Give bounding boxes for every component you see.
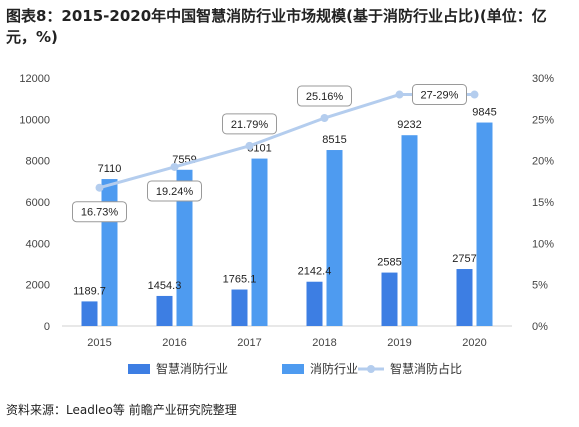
line-label-box <box>297 85 352 107</box>
line-label: 16.73% <box>81 207 119 219</box>
legend-swatch-share-point <box>367 365 375 373</box>
y-right-tick-label: 10% <box>532 238 554 250</box>
legend-label: 智慧消防行业 <box>156 361 228 376</box>
y-right-tick-label: 30% <box>532 73 554 85</box>
line-point <box>95 183 104 192</box>
line-point <box>170 162 179 171</box>
bar-smart-fire <box>456 269 473 326</box>
y-left-tick-label: 6000 <box>26 197 50 209</box>
legend-label: 消防行业 <box>310 361 358 376</box>
x-tick-label: 2016 <box>162 337 186 349</box>
bar-smart-fire <box>231 289 248 326</box>
line-label-box <box>147 180 202 202</box>
bar-fire-industry <box>251 158 268 326</box>
bar-fire-industry <box>476 122 493 326</box>
legend-label: 智慧消防占比 <box>390 361 462 376</box>
line-point <box>320 114 329 123</box>
bar-fire-industry <box>401 135 418 326</box>
y-right-tick-label: 0% <box>532 321 548 333</box>
line-label: 19.24% <box>156 186 194 198</box>
bar-smart-fire-label: 2585 <box>377 257 401 269</box>
line-point <box>395 90 404 99</box>
line-smart-fire-share <box>99 93 475 190</box>
y-right-tick-label: 5% <box>532 280 548 292</box>
chart-title: 图表8：2015-2020年中国智慧消防行业市场规模(基于消防行业占比)(单位：… <box>6 7 547 46</box>
line-label-box <box>222 113 277 135</box>
x-tick-label: 2015 <box>87 337 111 349</box>
line-label: 25.16% <box>306 91 344 103</box>
bar-fire-industry <box>176 169 193 326</box>
bar-smart-fire-label: 2142.4 <box>298 266 332 278</box>
x-tick-label: 2018 <box>312 337 336 349</box>
x-tick-label: 2020 <box>462 337 486 349</box>
y-left-tick-label: 2000 <box>26 280 50 292</box>
bar-smart-fire <box>306 281 323 326</box>
bar-smart-fire <box>381 272 398 326</box>
y-right-tick-label: 15% <box>532 197 554 209</box>
y-left-tick-label: 0 <box>44 321 50 333</box>
line-label-box <box>72 201 127 223</box>
y-left-tick-label: 12000 <box>19 73 50 85</box>
line-point <box>245 141 254 150</box>
bar-fire-industry <box>101 179 118 326</box>
line-label: 21.79% <box>231 119 269 131</box>
y-left-tick-label: 10000 <box>19 114 50 126</box>
bar-smart-fire-label: 2757 <box>452 253 476 265</box>
line-point <box>470 90 479 99</box>
line-label: 27-29% <box>421 90 459 102</box>
x-tick-label: 2017 <box>237 337 261 349</box>
bar-fire-industry-label: 7110 <box>98 163 122 175</box>
bar-smart-fire-label: 1189.7 <box>73 285 106 297</box>
y-left-tick-label: 8000 <box>26 156 50 168</box>
legend-swatch-fire-industry <box>282 364 304 374</box>
source-note: 资料来源：Leadleo等 前瞻产业研究院整理 <box>6 403 237 417</box>
y-right-tick-label: 20% <box>532 156 554 168</box>
legend-swatch-smart-fire <box>128 364 150 374</box>
bar-fire-industry <box>326 150 343 326</box>
bar-smart-fire-label: 1765.1 <box>223 274 257 286</box>
line-label-box <box>412 84 467 106</box>
bar-smart-fire-label: 1454.3 <box>148 280 182 292</box>
y-left-tick-label: 4000 <box>26 238 50 250</box>
bar-fire-industry-label: 9232 <box>397 119 421 131</box>
y-right-tick-label: 25% <box>532 114 554 126</box>
bar-fire-industry-label: 8515 <box>322 134 346 146</box>
bar-smart-fire <box>81 301 98 326</box>
bar-smart-fire <box>156 295 173 326</box>
x-tick-label: 2019 <box>387 337 411 349</box>
bar-fire-industry-label: 9845 <box>472 107 496 119</box>
